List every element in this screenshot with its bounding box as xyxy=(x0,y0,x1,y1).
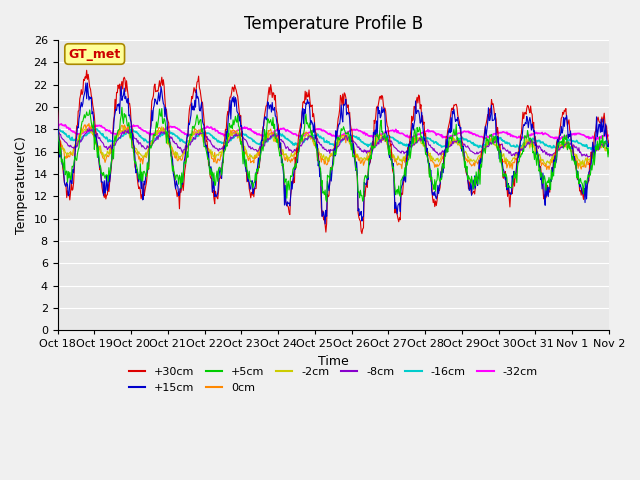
Legend: +30cm, +15cm, +5cm, 0cm, -2cm, -8cm, -16cm, -32cm: +30cm, +15cm, +5cm, 0cm, -2cm, -8cm, -16… xyxy=(124,363,542,397)
Title: Temperature Profile B: Temperature Profile B xyxy=(244,15,423,33)
Text: GT_met: GT_met xyxy=(68,48,121,60)
X-axis label: Time: Time xyxy=(318,355,349,368)
Y-axis label: Temperature(C): Temperature(C) xyxy=(15,136,28,234)
